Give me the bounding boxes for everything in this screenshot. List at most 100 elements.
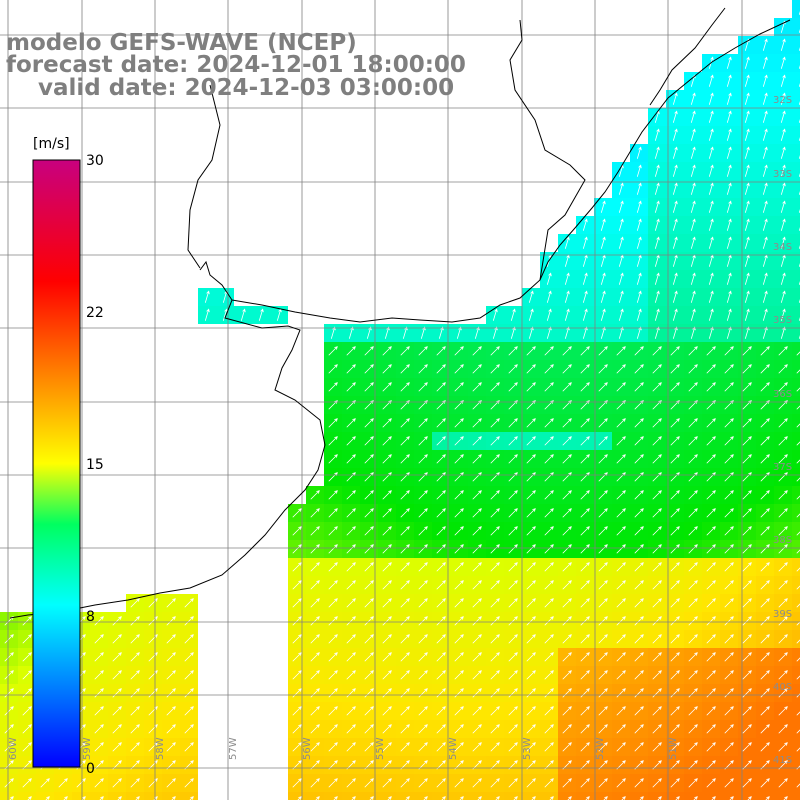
wind-arrow (436, 526, 446, 536)
wind-arrow (184, 670, 194, 680)
wind-arrow (526, 742, 536, 752)
colorbar-tick-8: 8 (86, 609, 95, 625)
wind-arrow (634, 526, 644, 536)
wind-arrow (4, 706, 14, 716)
wind-arrow (706, 508, 716, 518)
wind-arrow (780, 164, 786, 177)
wind-arrow (166, 598, 176, 608)
wind-arrow (670, 454, 680, 464)
wind-arrow (742, 364, 752, 374)
wind-arrow (328, 544, 338, 554)
wind-cell (288, 792, 306, 800)
wind-arrow (454, 508, 464, 518)
wind-arrow (346, 526, 356, 536)
wind-arrow (796, 495, 800, 500)
wind-arrow (508, 346, 518, 356)
wind-arrow (672, 182, 678, 195)
wind-arrow (328, 562, 338, 572)
wind-arrow (310, 778, 320, 788)
wind-arrow (652, 562, 662, 572)
wind-arrow (778, 490, 788, 500)
wind-cell (792, 180, 800, 198)
wind-arrow (744, 200, 750, 213)
wind-arrow (726, 92, 732, 105)
wind-arrow (459, 796, 464, 800)
wind-arrow (22, 724, 32, 734)
wind-arrow (81, 796, 86, 800)
wind-arrow (744, 308, 750, 321)
wind-cell (792, 360, 800, 378)
wind-arrow (708, 146, 714, 159)
wind-arrow (45, 796, 50, 800)
wind-arrow (436, 742, 446, 752)
wind-arrow (112, 724, 122, 734)
wind-arrow (616, 544, 626, 554)
wind-arrow (328, 436, 338, 446)
wind-arrow (616, 490, 626, 500)
wind-arrow (690, 290, 696, 303)
wind-arrow (742, 598, 752, 608)
wind-arrow (387, 796, 392, 800)
wind-arrow (544, 634, 554, 644)
wind-arrow (364, 652, 374, 662)
wind-arrow (796, 423, 800, 428)
wind-arrow (564, 290, 570, 303)
lon-label: 55W (375, 737, 386, 760)
wind-arrow (780, 110, 786, 123)
wind-arrow (780, 290, 786, 303)
wind-arrow (580, 616, 590, 626)
wind-arrow (724, 562, 734, 572)
wind-arrow (708, 308, 714, 321)
wind-arrow (616, 382, 626, 392)
wind-arrow (652, 742, 662, 752)
wind-arrow (652, 724, 662, 734)
wind-arrow (346, 454, 356, 464)
wind-arrow (598, 418, 608, 428)
wind-cell (792, 558, 800, 576)
lon-label: 59W (82, 737, 93, 760)
wind-arrow (726, 182, 732, 195)
wind-arrow (762, 38, 768, 51)
wind-arrow (130, 652, 140, 662)
wind-arrow (652, 508, 662, 518)
wind-arrow (562, 634, 572, 644)
wind-arrow (744, 272, 750, 285)
wind-arrow (724, 526, 734, 536)
wind-arrow (346, 688, 356, 698)
wind-arrow (580, 436, 590, 446)
wind-cell (720, 792, 738, 800)
wind-arrow (436, 508, 446, 518)
wind-arrow (436, 778, 446, 788)
wind-arrow (778, 346, 788, 356)
wind-cell (792, 702, 800, 720)
wind-cell (126, 792, 144, 800)
wind-arrow (364, 454, 374, 464)
wind-arrow (580, 382, 590, 392)
wind-arrow (364, 490, 374, 500)
wind-arrow (582, 308, 588, 321)
wind-arrow (618, 182, 624, 195)
wind-arrow (708, 92, 714, 105)
wind-arrow (580, 778, 590, 788)
wind-arrow (706, 598, 716, 608)
wind-arrow (760, 580, 770, 590)
wind-arrow (621, 796, 626, 800)
wind-arrow (672, 308, 678, 321)
wind-arrow (688, 616, 698, 626)
wind-arrow (724, 454, 734, 464)
wind-arrow (346, 508, 356, 518)
wind-arrow (762, 74, 768, 87)
wind-arrow (706, 544, 716, 554)
wind-arrow (762, 218, 768, 231)
wind-cell (612, 792, 630, 800)
wind-arrow (130, 706, 140, 716)
wind-arrow (616, 724, 626, 734)
wind-arrow (544, 526, 554, 536)
wind-arrow (418, 580, 428, 590)
wind-arrow (760, 778, 770, 788)
wind-arrow (708, 110, 714, 123)
wind-arrow (726, 236, 732, 249)
wind-arrow (76, 778, 86, 788)
wind-arrow (490, 652, 500, 662)
wind-cell (792, 756, 800, 774)
